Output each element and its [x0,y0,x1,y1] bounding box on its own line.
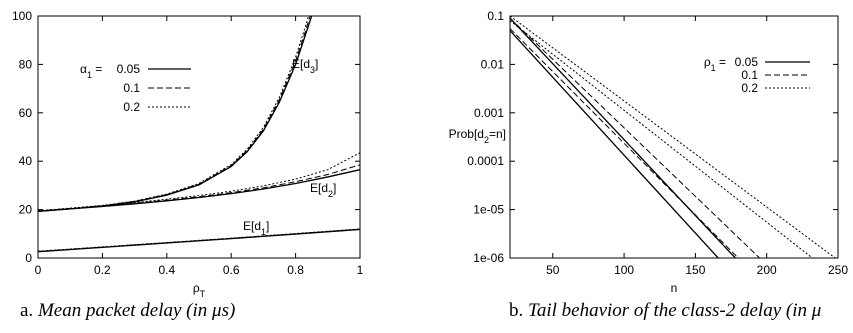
caption-b: b. Tail behavior of the class-2 delay (i… [509,300,821,322]
y-tick-label: 0.001 [474,106,504,120]
annotation-ed1: E[d1] [243,219,269,237]
series-line-dashed-3 [510,17,760,258]
x-tick-label: 1 [357,263,364,277]
legend-label: 0.2 [741,81,758,95]
series-line-dotted-4 [510,20,813,258]
legend-label: 0.1 [123,81,140,95]
caption-a-label: a. [20,300,34,321]
series-line-solid-0 [510,30,719,258]
series-line-solid-1 [510,17,736,258]
legend-label: 0.05 [735,55,759,69]
y-tick-label: 0.0001 [467,154,504,168]
x-tick-label: 0 [35,263,42,277]
series-line-ed2-dashed [38,164,360,212]
x-tick-label: 0.2 [94,263,111,277]
series-line-ed1-dotted [38,228,360,252]
annotation-ed3: E[d3] [292,57,318,75]
x-axis-label: ρT [193,281,206,299]
series-line-ed3-solid [38,16,313,212]
y-tick-label: 80 [19,57,33,71]
y-tick-label: 0.1 [487,9,504,23]
caption-a-text: Mean packet delay (in μs) [37,300,236,321]
x-tick-label: 150 [685,263,705,277]
caption-a: a. Mean packet delay (in μs) [20,300,235,322]
legend-title: ρ1 = [704,55,726,73]
annotation-ed2: E[d2] [310,181,336,199]
y-tick-label: 20 [19,203,33,217]
series-line-ed3-dashed [38,16,311,212]
series-line-ed2-dotted [38,152,360,212]
y-tick-label: 0.01 [481,57,505,71]
chart-tail-behavior: 50 100 150 200 250 1e-06 1e-05 0.0001 0.001 0.01 0… [449,9,849,295]
x-tick-label: 250 [828,263,848,277]
series-group [510,16,836,258]
legend-label: 0.05 [117,62,141,76]
caption-b-label: b. [509,300,524,321]
y-tick-label: 40 [19,154,33,168]
x-tick-label: 200 [757,263,777,277]
x-tick-label: 50 [546,263,560,277]
y-tick-label: 1e-05 [473,203,504,217]
y-tick-label: 100 [12,9,32,23]
x-tick-label: 0.6 [223,263,240,277]
plot-frame [37,15,361,259]
x-tick-label: 0.8 [287,263,304,277]
y-tick-label: 0 [25,251,32,265]
series-line-ed3-dotted [38,16,309,212]
plot-frame [509,15,839,259]
series-line-dotted-5 [510,16,836,258]
x-axis-label: n [671,281,678,295]
y-tick-label: 1e-06 [473,251,504,265]
legend-label: 0.1 [741,68,758,82]
series-group [38,16,360,253]
series-line-ed2-solid [38,169,360,212]
y-axis-label: Prob[d2=n] [449,127,506,145]
legend-title: α1 = [80,62,102,80]
x-tick-label: 100 [614,263,634,277]
y-tick-label: 60 [19,106,33,120]
caption-b-text: Tail behavior of the class-2 delay (in μ [528,300,822,321]
chart-mean-packet-delay: 0 0.2 0.4 0.6 0.8 1 0 20 40 60 80 100 ρT α1 = 0.05 0.1 0… [12,9,364,299]
x-tick-label: 0.4 [158,263,175,277]
legend-label: 0.2 [123,100,140,114]
